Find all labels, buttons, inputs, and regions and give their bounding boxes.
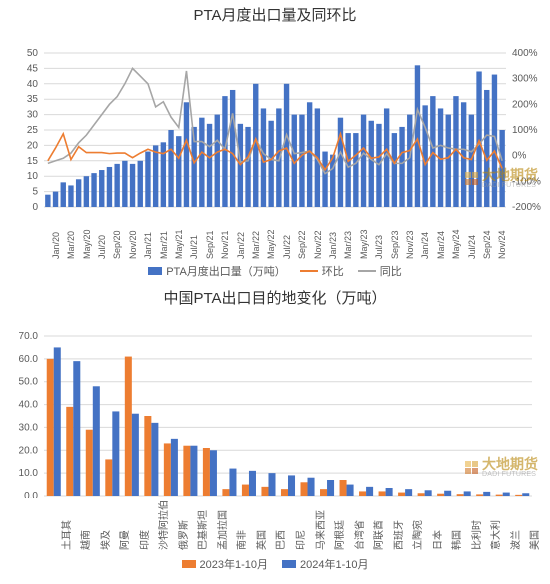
chart1-xlabel: Mar/21 <box>159 231 169 259</box>
chart1-xlabel: Jul/23 <box>374 235 384 259</box>
chart1-xlabel: Jul/20 <box>97 235 107 259</box>
svg-text:50: 50 <box>27 48 39 59</box>
chart2-xlabel: 俄罗斯 <box>175 520 190 550</box>
svg-text:35: 35 <box>27 94 39 105</box>
chart1-xlabel: Nov/23 <box>405 230 415 259</box>
chart2-xlabel: 马来西亚 <box>312 510 327 550</box>
svg-text:-200%: -200% <box>512 202 541 211</box>
chart2-xaxis-labels: 土耳其越南埃及阿曼印度沙特阿拉伯俄罗斯巴基斯坦孟加拉国南非英国巴西印尼马来西亚阿… <box>0 498 550 556</box>
chart2-xlabel: 阿根廷 <box>331 520 346 550</box>
chart2-title: 中国PTA出口目的地变化（万吨） <box>0 287 550 308</box>
svg-text:0%: 0% <box>512 151 527 162</box>
chart2-xlabel: 越南 <box>77 530 92 550</box>
watermark-2: 大地期货 DADI FUTURES <box>464 457 538 478</box>
chart1-xlabel: Mar/24 <box>436 231 446 259</box>
svg-text:50.0: 50.0 <box>19 377 39 388</box>
chart1-xlabel: Nov/21 <box>220 230 230 259</box>
watermark-en: DADI FUTURES <box>482 471 538 478</box>
chart2-xlabel: 西班牙 <box>390 520 405 550</box>
svg-text:30.0: 30.0 <box>19 422 39 433</box>
svg-text:200%: 200% <box>512 99 538 110</box>
chart1-xlabel: Mar/23 <box>343 231 353 259</box>
svg-text:40.0: 40.0 <box>19 400 39 411</box>
watermark-1: 大地期货 DADI FUTURES <box>464 168 538 189</box>
svg-text:25: 25 <box>27 125 39 136</box>
svg-text:10.0: 10.0 <box>19 468 39 479</box>
svg-text:40: 40 <box>27 79 39 90</box>
svg-text:5: 5 <box>32 187 38 198</box>
chart1-legend: PTA月度出口量（万吨） 环比同比 <box>0 263 550 279</box>
legend-item: 同比 <box>358 263 402 279</box>
chart1-xlabel: May/20 <box>82 229 92 259</box>
chart2-xlabel: 印度 <box>136 530 151 550</box>
chart2-xlabel: 韩国 <box>448 530 463 550</box>
chart1-xlabel: Sep/22 <box>297 230 307 259</box>
svg-text:100%: 100% <box>512 125 538 136</box>
chart2-xlabel: 波兰 <box>507 530 522 550</box>
chart2-legend: 2023年1-10月 2024年1-10月 <box>0 556 550 572</box>
chart2-xlabel: 印尼 <box>292 530 307 550</box>
chart2-xlabel: 巴西 <box>272 530 287 550</box>
svg-text:60.0: 60.0 <box>19 354 39 365</box>
chart2-container: 中国PTA出口目的地变化（万吨） 0.0 10.0 20.0 30.0 40.0 50.0… <box>0 287 550 572</box>
chart1-xlabel: May/21 <box>174 229 184 259</box>
chart1-xlabel: Jan/24 <box>420 232 430 259</box>
chart2-xlabel: 阿曼 <box>116 530 131 550</box>
chart1-xlabel: Jan/23 <box>328 232 338 259</box>
chart1-xlabel: Jul/21 <box>189 235 199 259</box>
svg-text:0.0: 0.0 <box>24 491 38 498</box>
chart1-xlabel: Nov/24 <box>497 230 507 259</box>
chart1-xlabel: May/22 <box>266 229 276 259</box>
chart1-xaxis-labels: Jan/20 Mar/20 May/20 Jul/20 Sep/20 Nov/20 Jan/… <box>0 211 550 263</box>
watermark-cn: 大地期货 <box>482 457 538 471</box>
chart1-container: PTA月度出口量及同环比 05101520253035404550-200%-1… <box>0 0 550 279</box>
chart2-xlabel: 南非 <box>233 530 248 550</box>
chart1-xlabel: Sep/23 <box>390 230 400 259</box>
chart2-xlabel: 意大利 <box>487 520 502 550</box>
svg-text:300%: 300% <box>512 74 538 85</box>
svg-text:10: 10 <box>27 171 39 182</box>
svg-text:45: 45 <box>27 63 39 74</box>
chart1-xlabel: Nov/20 <box>128 230 138 259</box>
svg-text:15: 15 <box>27 156 39 167</box>
watermark-cn: 大地期货 <box>482 168 538 182</box>
chart1-xlabel: Jan/20 <box>51 232 61 259</box>
chart2-xlabel: 巴基斯坦 <box>194 510 209 550</box>
chart1-xlabel: Sep/21 <box>205 230 215 259</box>
svg-text:30: 30 <box>27 110 39 121</box>
legend-item: 2024年1-10月 <box>282 556 369 572</box>
chart1-xlabel: Sep/20 <box>112 230 122 259</box>
chart1-xlabel: Jan/21 <box>143 232 153 259</box>
chart2-xlabel: 土耳其 <box>58 520 73 550</box>
legend-item: PTA月度出口量（万吨） <box>148 263 286 279</box>
svg-text:20: 20 <box>27 140 39 151</box>
chart1-xlabel: Nov/22 <box>313 230 323 259</box>
chart1-xlabel: Jan/22 <box>236 232 246 259</box>
svg-text:70.0: 70.0 <box>19 331 39 342</box>
chart2-xlabel: 英国 <box>253 530 268 550</box>
chart2-xlabel: 沙特阿拉伯 <box>155 500 170 550</box>
watermark-en: DADI FUTURES <box>482 182 538 189</box>
svg-text:20.0: 20.0 <box>19 445 39 456</box>
chart1-title: PTA月度出口量及同环比 <box>0 0 550 25</box>
chart2-xlabel: 台湾省 <box>351 520 366 550</box>
chart2-xlabel: 立陶宛 <box>409 520 424 550</box>
chart1-xlabel: Mar/20 <box>66 231 76 259</box>
chart2-xlabel: 美国 <box>526 530 541 550</box>
svg-text:400%: 400% <box>512 48 538 59</box>
chart2-xlabel: 孟加拉国 <box>214 510 229 550</box>
chart1-xlabel: May/24 <box>451 229 461 259</box>
chart1-xlabel: Jul/22 <box>282 235 292 259</box>
chart1-xlabel: Sep/24 <box>482 230 492 259</box>
chart1-xlabel: Jul/24 <box>467 235 477 259</box>
legend-item: 2023年1-10月 <box>182 556 269 572</box>
svg-text:0: 0 <box>32 202 38 211</box>
legend-item: 环比 <box>300 263 344 279</box>
chart2-xlabel: 比利时 <box>468 520 483 550</box>
chart2-xlabel: 日本 <box>429 530 444 550</box>
chart2-xlabel: 埃及 <box>97 530 112 550</box>
chart2-xlabel: 阿联酋 <box>370 520 385 550</box>
chart1-xlabel: May/23 <box>359 229 369 259</box>
chart1-xlabel: Mar/22 <box>251 231 261 259</box>
